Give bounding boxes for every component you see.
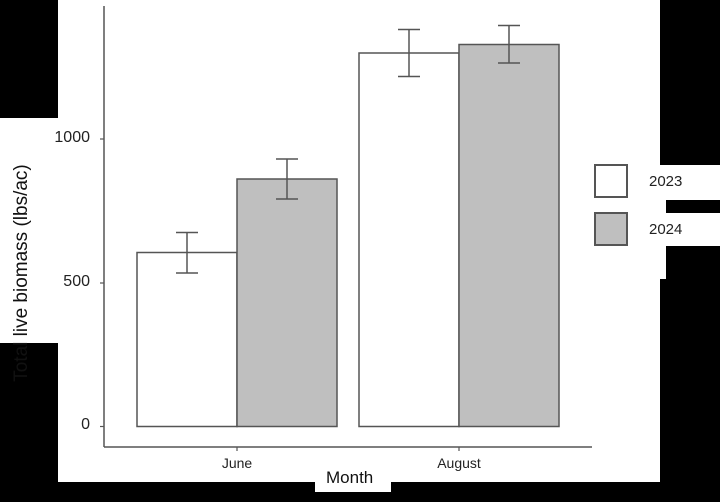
legend-label-2023: 2023 (649, 173, 683, 190)
x-axis-title: Month (326, 468, 374, 487)
y-axis-title: Total live biomass (lbs/ac) (11, 164, 32, 382)
xcat-label-august: August (437, 455, 481, 471)
legend-label-2024: 2024 (649, 221, 683, 238)
errorbar-august-2024 (498, 24, 520, 64)
legend-panel-mid (580, 200, 666, 213)
bar-august-2023 (358, 52, 460, 428)
mask-left-bottom (45, 343, 58, 357)
bar-august-2024 (458, 43, 560, 428)
mask-left-top (0, 0, 58, 118)
ytick-label-1000: 1000 (54, 129, 90, 146)
errorbar-june-2024 (276, 158, 298, 200)
bar-june-2024 (236, 178, 338, 428)
bar-june-2023 (136, 251, 238, 428)
errorbar-august-2023 (398, 28, 420, 78)
xlabel-panel (315, 462, 391, 492)
ytick-label-500: 500 (63, 273, 90, 290)
errorbar-june-2023 (176, 231, 198, 274)
plot-canvas-lower-right (640, 246, 666, 279)
xcat-label-june: June (221, 455, 253, 471)
plot-canvas-right-strip (640, 279, 660, 482)
legend-swatch-2023 (594, 164, 628, 198)
ylabel-panel (0, 118, 58, 343)
legend-swatch-2024 (594, 212, 628, 246)
plot-canvas-upper-right (640, 0, 660, 165)
ytick-label-0: 0 (81, 416, 90, 433)
